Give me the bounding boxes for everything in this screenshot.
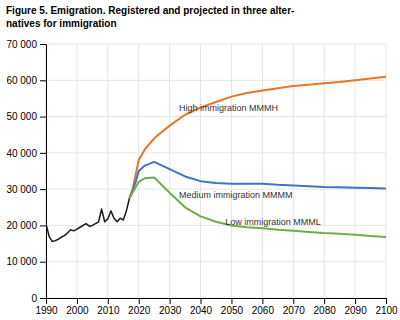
tick: 2090 [344, 298, 367, 316]
tick: 20 000 [6, 220, 46, 231]
tick-label: 50 000 [6, 111, 37, 122]
tick-label: 20 000 [6, 220, 37, 231]
tick: 2030 [159, 298, 182, 316]
tick-mark [77, 298, 78, 304]
grid-line [46, 261, 386, 262]
tick-label: 2050 [221, 305, 244, 316]
tick-mark [40, 225, 46, 226]
tick-label: 0 [31, 293, 37, 304]
annotation: High immigration MMMH [179, 103, 278, 113]
tick: 30 000 [6, 184, 46, 195]
tick-label: 2100 [375, 305, 398, 316]
grid-line [46, 116, 386, 117]
grid-line [231, 44, 232, 298]
grid-line [169, 44, 170, 298]
tick-mark [40, 80, 46, 81]
tick-mark [231, 298, 232, 304]
tick: 2050 [221, 298, 244, 316]
series-line [129, 178, 386, 238]
title: natives for immigration [6, 18, 117, 29]
axis-line [40, 45, 47, 299]
tick-mark [170, 298, 171, 304]
tick-label: 2060 [252, 305, 275, 316]
tick-mark [40, 298, 46, 299]
grid-line [262, 44, 263, 298]
tick-label: 2040 [190, 305, 213, 316]
tick-label: 70 000 [6, 39, 37, 50]
tick-mark [386, 298, 387, 304]
x-axis: 1990 2000 2010 2020 2030 2040 2050 2060 2070 2080… [35, 298, 398, 316]
tick-mark [293, 298, 294, 304]
grid-line [386, 44, 387, 298]
annotation: Medium immigration MMMM [179, 190, 293, 200]
plot-area [46, 77, 386, 242]
tick: 2040 [190, 298, 213, 316]
tick: 70 000 [6, 39, 46, 50]
grid-line [76, 44, 77, 298]
tick-mark [262, 298, 263, 304]
chart: Figure 5. Emigration. Registered and pro… [0, 0, 400, 320]
tick-mark [139, 298, 140, 304]
tick-mark [108, 298, 109, 304]
tick-mark [40, 262, 46, 263]
tick-label: 2000 [66, 305, 89, 316]
y-axis: 0 10 000 20 000 30 000 40 000 50 000 60 000 70 … [6, 39, 46, 304]
tick-label: 2080 [314, 305, 337, 316]
grid-line [46, 44, 386, 45]
tick-mark [40, 189, 46, 190]
tick-label: 10 000 [6, 256, 37, 267]
tick-label: 1990 [35, 305, 58, 316]
tick: 10 000 [6, 256, 46, 267]
tick: 0 [31, 293, 46, 304]
grid-line [293, 44, 294, 298]
tick-mark [355, 298, 356, 304]
tick: 2010 [97, 298, 120, 316]
tick: 50 000 [6, 111, 46, 122]
tick-label: 2090 [344, 305, 367, 316]
annotation: Low immigration MMML [225, 217, 321, 227]
grid-line [200, 44, 201, 298]
tick: 2060 [252, 298, 275, 316]
tick: 40 000 [6, 148, 46, 159]
tick-label: 60 000 [6, 75, 37, 86]
tick-label: 40 000 [6, 148, 37, 159]
grid-line [46, 80, 386, 81]
tick: 2020 [128, 298, 151, 316]
grid-line [324, 44, 325, 298]
grid [46, 44, 386, 298]
tick: 2100 [375, 298, 398, 316]
tick-label: 2070 [283, 305, 306, 316]
tick: 1990 [35, 298, 58, 316]
tick: 2000 [66, 298, 89, 316]
tick-mark [324, 298, 325, 304]
grid-line [46, 152, 386, 153]
tick-mark [40, 117, 46, 118]
grid-line [46, 225, 386, 226]
tick-label: 2020 [128, 305, 151, 316]
tick: 2080 [314, 298, 337, 316]
tick-label: 30 000 [6, 184, 37, 195]
tick-mark [40, 153, 46, 154]
title: Figure 5. Emigration. Registered and pro… [6, 5, 294, 16]
series-line [129, 77, 386, 199]
tick-mark [40, 44, 46, 45]
grid-line [107, 44, 108, 298]
tick-label: 2030 [159, 305, 182, 316]
tick-mark [201, 298, 202, 304]
series-line [46, 198, 129, 241]
grid-line [355, 44, 356, 298]
tick: 60 000 [6, 75, 46, 86]
axis-line [47, 299, 387, 305]
tick: 2070 [283, 298, 306, 316]
tick-label: 2010 [97, 305, 120, 316]
